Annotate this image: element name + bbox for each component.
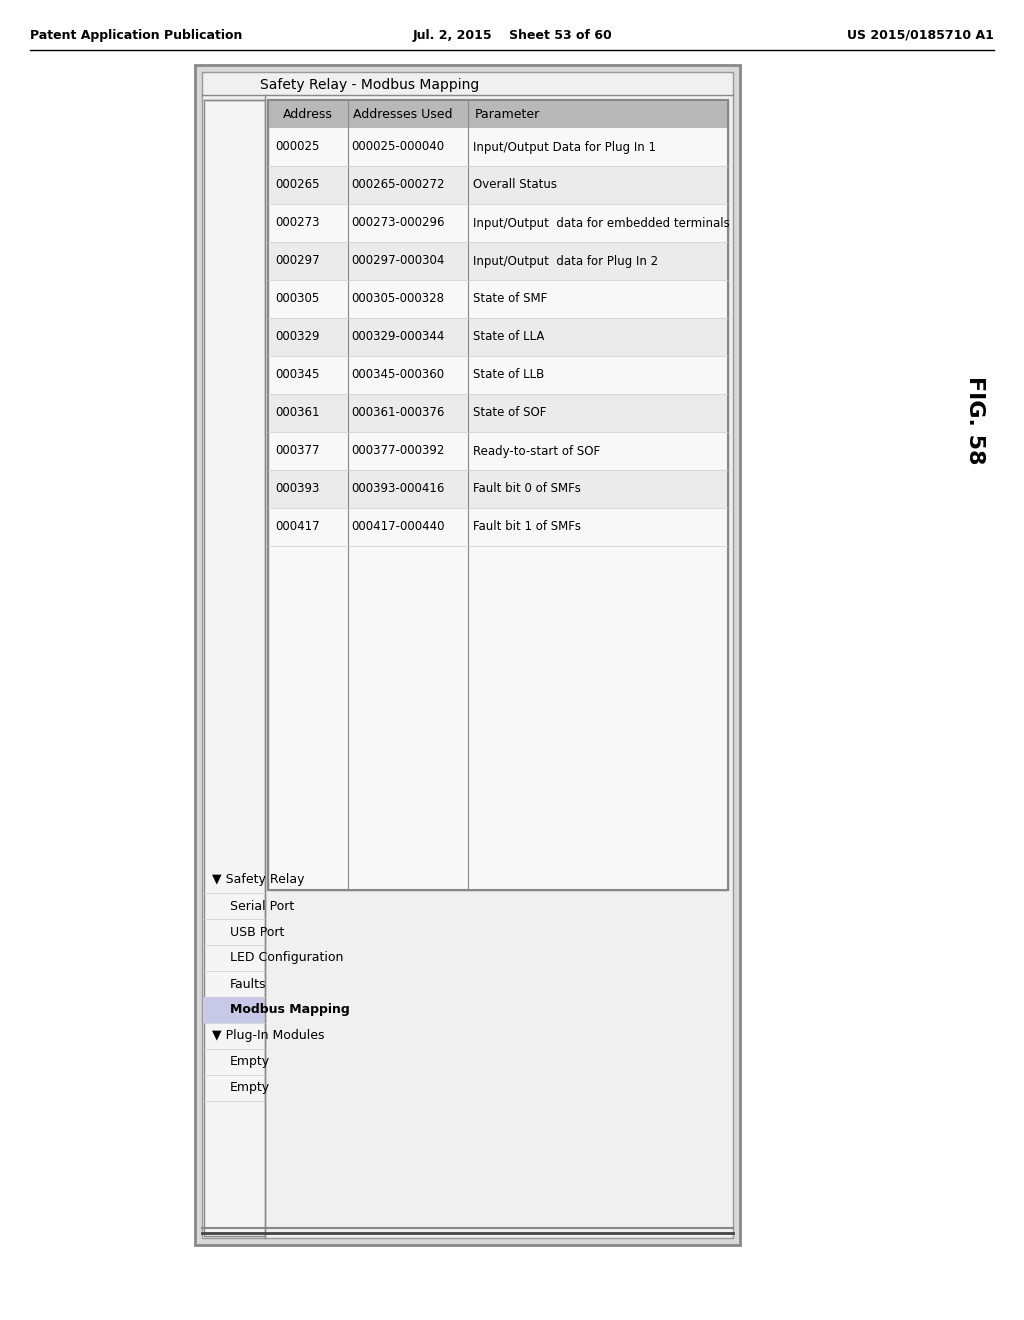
Text: State of SMF: State of SMF [473, 293, 547, 305]
Text: Jul. 2, 2015    Sheet 53 of 60: Jul. 2, 2015 Sheet 53 of 60 [412, 29, 612, 41]
Text: ▼ Plug-In Modules: ▼ Plug-In Modules [212, 1030, 325, 1043]
Text: State of SOF: State of SOF [473, 407, 547, 420]
Text: Fault bit 0 of SMFs: Fault bit 0 of SMFs [473, 483, 581, 495]
FancyBboxPatch shape [268, 318, 728, 356]
Text: Input/Output Data for Plug In 1: Input/Output Data for Plug In 1 [473, 140, 656, 153]
Text: 000417: 000417 [275, 520, 319, 533]
Text: Parameter: Parameter [475, 107, 541, 120]
FancyBboxPatch shape [268, 100, 728, 128]
Text: 000329-000344: 000329-000344 [351, 330, 444, 343]
FancyBboxPatch shape [202, 73, 733, 1238]
Text: 000417-000440: 000417-000440 [351, 520, 444, 533]
Text: 000377: 000377 [275, 445, 319, 458]
Text: Overall Status: Overall Status [473, 178, 557, 191]
Text: State of LLA: State of LLA [473, 330, 545, 343]
Text: Faults: Faults [230, 978, 266, 990]
Text: FIG. 58: FIG. 58 [965, 376, 985, 465]
Text: 000265-000272: 000265-000272 [351, 178, 444, 191]
FancyBboxPatch shape [268, 470, 728, 508]
FancyBboxPatch shape [195, 65, 740, 1245]
FancyBboxPatch shape [268, 100, 728, 890]
FancyBboxPatch shape [268, 393, 728, 432]
Text: LED Configuration: LED Configuration [230, 952, 343, 965]
Text: 000025: 000025 [275, 140, 319, 153]
Text: Addresses Used: Addresses Used [353, 107, 453, 120]
Text: Ready-to-start of SOF: Ready-to-start of SOF [473, 445, 600, 458]
Text: 000377-000392: 000377-000392 [351, 445, 444, 458]
Text: State of LLB: State of LLB [473, 368, 544, 381]
Text: Input/Output  data for Plug In 2: Input/Output data for Plug In 2 [473, 255, 658, 268]
Text: 000305-000328: 000305-000328 [351, 293, 444, 305]
Text: Fault bit 1 of SMFs: Fault bit 1 of SMFs [473, 520, 581, 533]
Text: 000297: 000297 [275, 255, 319, 268]
Text: Empty: Empty [230, 1081, 270, 1094]
Text: US 2015/0185710 A1: US 2015/0185710 A1 [847, 29, 994, 41]
Text: 000305: 000305 [275, 293, 319, 305]
Text: 000345-000360: 000345-000360 [351, 368, 444, 381]
Text: ▼ Safety Relay: ▼ Safety Relay [212, 874, 304, 887]
Text: Serial Port: Serial Port [230, 899, 294, 912]
Text: Input/Output  data for embedded terminals: Input/Output data for embedded terminals [473, 216, 730, 230]
FancyBboxPatch shape [268, 166, 728, 205]
Text: Patent Application Publication: Patent Application Publication [30, 29, 243, 41]
Text: Safety Relay - Modbus Mapping: Safety Relay - Modbus Mapping [260, 78, 479, 92]
Text: Address: Address [283, 107, 333, 120]
Text: 000329: 000329 [275, 330, 319, 343]
Text: Empty: Empty [230, 1056, 270, 1068]
Text: 000361-000376: 000361-000376 [351, 407, 444, 420]
Text: 000393: 000393 [275, 483, 319, 495]
Text: Modbus Mapping: Modbus Mapping [230, 1003, 350, 1016]
Text: 000393-000416: 000393-000416 [351, 483, 444, 495]
Text: 000345: 000345 [275, 368, 319, 381]
Text: 000273-000296: 000273-000296 [351, 216, 444, 230]
FancyBboxPatch shape [204, 997, 265, 1023]
Text: 000361: 000361 [275, 407, 319, 420]
FancyBboxPatch shape [204, 100, 265, 1236]
Text: 000025-000040: 000025-000040 [351, 140, 444, 153]
Text: 000265: 000265 [275, 178, 319, 191]
Text: USB Port: USB Port [230, 925, 285, 939]
Text: 000273: 000273 [275, 216, 319, 230]
Text: 000297-000304: 000297-000304 [351, 255, 444, 268]
FancyBboxPatch shape [268, 242, 728, 280]
